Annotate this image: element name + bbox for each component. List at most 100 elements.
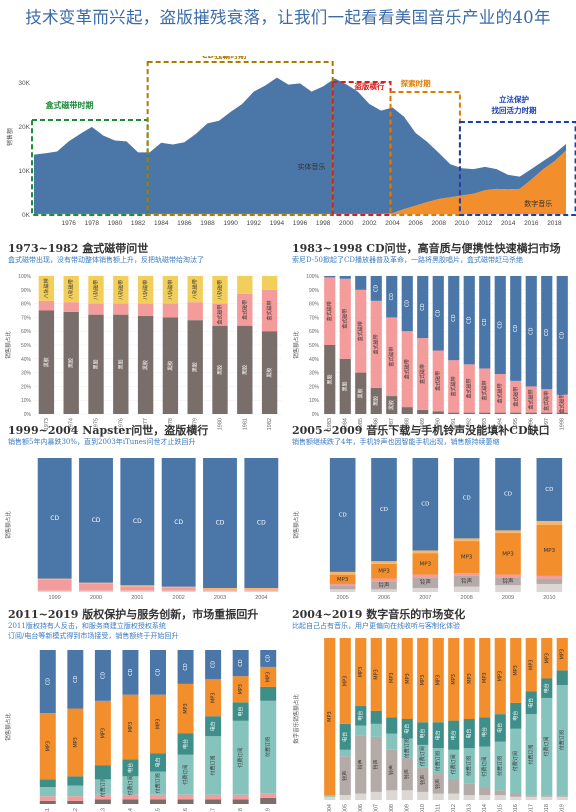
x-tick-label: 1986 bbox=[177, 220, 192, 227]
bar-segment bbox=[339, 278, 351, 359]
bar-data-label: 盒式磁带 bbox=[342, 309, 349, 329]
x-tick-label: 2017 bbox=[211, 808, 217, 812]
y-tick-label: 60% bbox=[21, 329, 32, 335]
panel-3-title: 1999~2004 Napster问世，盗版横行 bbox=[8, 424, 209, 437]
bar-segment bbox=[371, 578, 397, 582]
bar-data-label: MP3 bbox=[238, 684, 244, 695]
x-tick-label: 2002 bbox=[173, 595, 185, 601]
bar-segment bbox=[232, 799, 249, 804]
bar-segment bbox=[453, 575, 480, 587]
bar-data-label: CD bbox=[420, 303, 426, 310]
bar-segment bbox=[212, 325, 228, 414]
bar-segment bbox=[232, 720, 249, 795]
bar-data-label: 盒式磁带 bbox=[435, 371, 442, 391]
bar-segment bbox=[463, 364, 475, 413]
bar-data-label: 电台 bbox=[210, 721, 217, 731]
bar-segment bbox=[412, 458, 439, 551]
x-tick-label: 1976 bbox=[61, 220, 76, 227]
y-tick-label: 80% bbox=[21, 302, 32, 308]
x-tick-label: 2014 bbox=[128, 808, 134, 812]
x-tick-label: 1997 bbox=[544, 418, 550, 430]
bar-data-label: 盒式磁带 bbox=[419, 364, 426, 384]
bar-segment bbox=[122, 794, 139, 800]
bar-segment bbox=[510, 796, 522, 800]
bar-segment bbox=[39, 779, 56, 788]
bar-data-label: 付费订阅 bbox=[404, 738, 411, 758]
bar-data-label: 盒式磁带 bbox=[217, 305, 224, 325]
y-axis-label: 销售额占比 bbox=[4, 713, 12, 741]
physical-music-area bbox=[34, 77, 566, 214]
bar-segment bbox=[339, 358, 351, 414]
bar-data-label: CD bbox=[380, 507, 388, 513]
x-tick-label: 1974 bbox=[69, 418, 75, 430]
bar-data-label: CD bbox=[156, 669, 162, 676]
panel-5-title: 2011~2019 版权保护与服务创新，市场重振回升 bbox=[8, 608, 259, 621]
bar-segment bbox=[177, 794, 194, 800]
bar-data-label: 黑胶 bbox=[373, 396, 380, 406]
bar-segment bbox=[324, 795, 336, 797]
bar-data-label: MP3 bbox=[560, 649, 566, 660]
bar-data-label: 盒式磁带 bbox=[528, 390, 535, 410]
bar-segment bbox=[161, 586, 196, 588]
bar-segment bbox=[510, 728, 522, 794]
bar-segment bbox=[177, 754, 194, 795]
bar-segment bbox=[150, 694, 166, 754]
bar-segment bbox=[541, 389, 553, 413]
bar-data-label: 铃声 bbox=[357, 759, 364, 769]
bar-segment bbox=[412, 577, 439, 588]
bar-segment bbox=[339, 638, 351, 724]
bar-segment bbox=[479, 746, 491, 788]
bar-segment bbox=[448, 793, 460, 800]
panel-6-title: 2004~2019 数字音乐的市场变化 bbox=[292, 608, 466, 621]
bar-segment bbox=[495, 533, 521, 575]
y-tick-label: 0K bbox=[22, 212, 31, 219]
bar-segment bbox=[495, 530, 521, 534]
bar-segment bbox=[137, 303, 154, 317]
bar-data-label: 黑胶 bbox=[342, 381, 349, 391]
x-tick-label: 1992 bbox=[467, 418, 473, 430]
x-tick-label: 1977 bbox=[143, 418, 149, 430]
bar-data-label: 八轨磁带 bbox=[217, 280, 224, 300]
x-tick-label: 2002 bbox=[362, 220, 377, 227]
bar-segment bbox=[386, 317, 398, 397]
bar-data-label: 电台 bbox=[237, 707, 244, 717]
x-tick-label: 2010 bbox=[420, 804, 426, 812]
bar-data-label: CD bbox=[421, 502, 429, 508]
bar-segment bbox=[67, 708, 84, 777]
bar-data-label: MP3 bbox=[461, 555, 473, 561]
y-tick-label: 80% bbox=[309, 302, 320, 308]
bar-segment bbox=[88, 303, 104, 315]
bar-segment bbox=[401, 719, 413, 739]
bar-segment bbox=[494, 412, 506, 414]
bar-data-label: 铃声 bbox=[378, 581, 390, 589]
bar-data-label: 付费订阅 bbox=[237, 748, 244, 768]
bar-data-label: CD bbox=[50, 515, 59, 522]
bar-data-label: 电台 bbox=[435, 730, 442, 740]
bar-data-label: CD bbox=[183, 663, 189, 670]
bar-data-label: MP3 bbox=[211, 692, 217, 703]
bar-segment bbox=[370, 276, 382, 301]
overview-annotation: 盗版横行 bbox=[354, 81, 384, 91]
bar-segment bbox=[67, 785, 84, 797]
bar-data-label: 电台 bbox=[182, 739, 189, 749]
x-tick-label: 1986 bbox=[374, 418, 380, 430]
x-tick-label: 2008 bbox=[461, 595, 473, 601]
bar-segment bbox=[432, 774, 444, 794]
bar-data-label: 铃声 bbox=[502, 577, 514, 585]
panel-2-title: 1983~1998 CD问世，高音质与便携性快速横扫市场 bbox=[292, 242, 561, 255]
bar-segment bbox=[37, 578, 72, 580]
bar-segment bbox=[453, 573, 480, 576]
bar-segment bbox=[203, 458, 237, 588]
bar-data-label: 八轨磁带 bbox=[68, 279, 75, 299]
y-axis-label: 销售额占比 bbox=[4, 331, 12, 359]
x-tick-label: 2008 bbox=[432, 220, 447, 227]
bar-segment bbox=[324, 796, 336, 800]
bar-segment bbox=[463, 783, 475, 796]
bar-data-label: CD bbox=[266, 655, 272, 662]
y-tick-label: 60% bbox=[309, 329, 320, 335]
bar-segment bbox=[386, 717, 398, 734]
bar-segment bbox=[541, 638, 553, 679]
x-tick-label: 2004 bbox=[385, 220, 400, 227]
bar-segment bbox=[525, 276, 537, 387]
bar-segment bbox=[339, 749, 351, 757]
